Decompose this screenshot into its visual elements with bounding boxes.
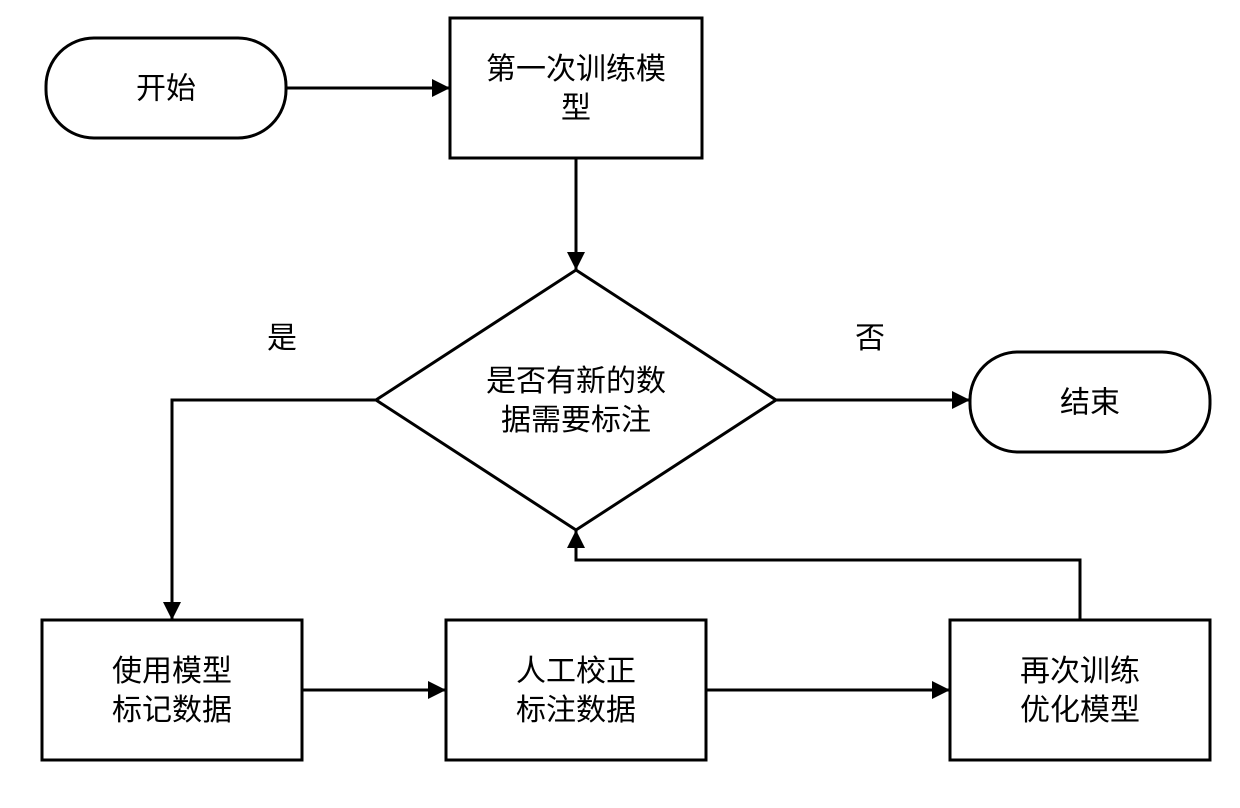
edge-e4-label: 否 [855,322,885,355]
arrowhead [432,79,450,97]
flowchart-canvas: 开始 第一次训练模型是否有新的数据需要标注 结束使用模型标记数据 人工校正标注数据 再次… [0,0,1240,808]
first_train-node [450,18,702,158]
decision-label: 据需要标注 [501,404,651,437]
arrowhead [952,391,970,409]
retrain-label: 再次训练 [1020,655,1140,688]
arrowhead [567,530,585,548]
edge-e7 [576,530,1080,620]
edge-e3 [172,400,376,620]
edge-e3-label: 是 [267,322,297,355]
start-label: 开始 [136,73,196,106]
arrowhead [567,252,585,270]
use_model-node [42,620,302,760]
use_model-label: 标记数据 [112,694,232,727]
arrowhead [428,681,446,699]
manual-label: 人工校正 [516,655,636,688]
use_model-label: 使用模型 [112,655,232,688]
end-label: 结束 [1060,387,1120,420]
first_train-label: 型 [561,92,591,125]
manual-label: 标注数据 [516,694,636,727]
arrowhead [163,602,181,620]
decision-label: 是否有新的数 [486,365,666,398]
first_train-label: 第一次训练模 [486,53,666,86]
manual-node [446,620,706,760]
retrain-node [950,620,1210,760]
arrowhead [932,681,950,699]
retrain-label: 优化模型 [1020,694,1140,727]
decision-node [376,270,776,530]
